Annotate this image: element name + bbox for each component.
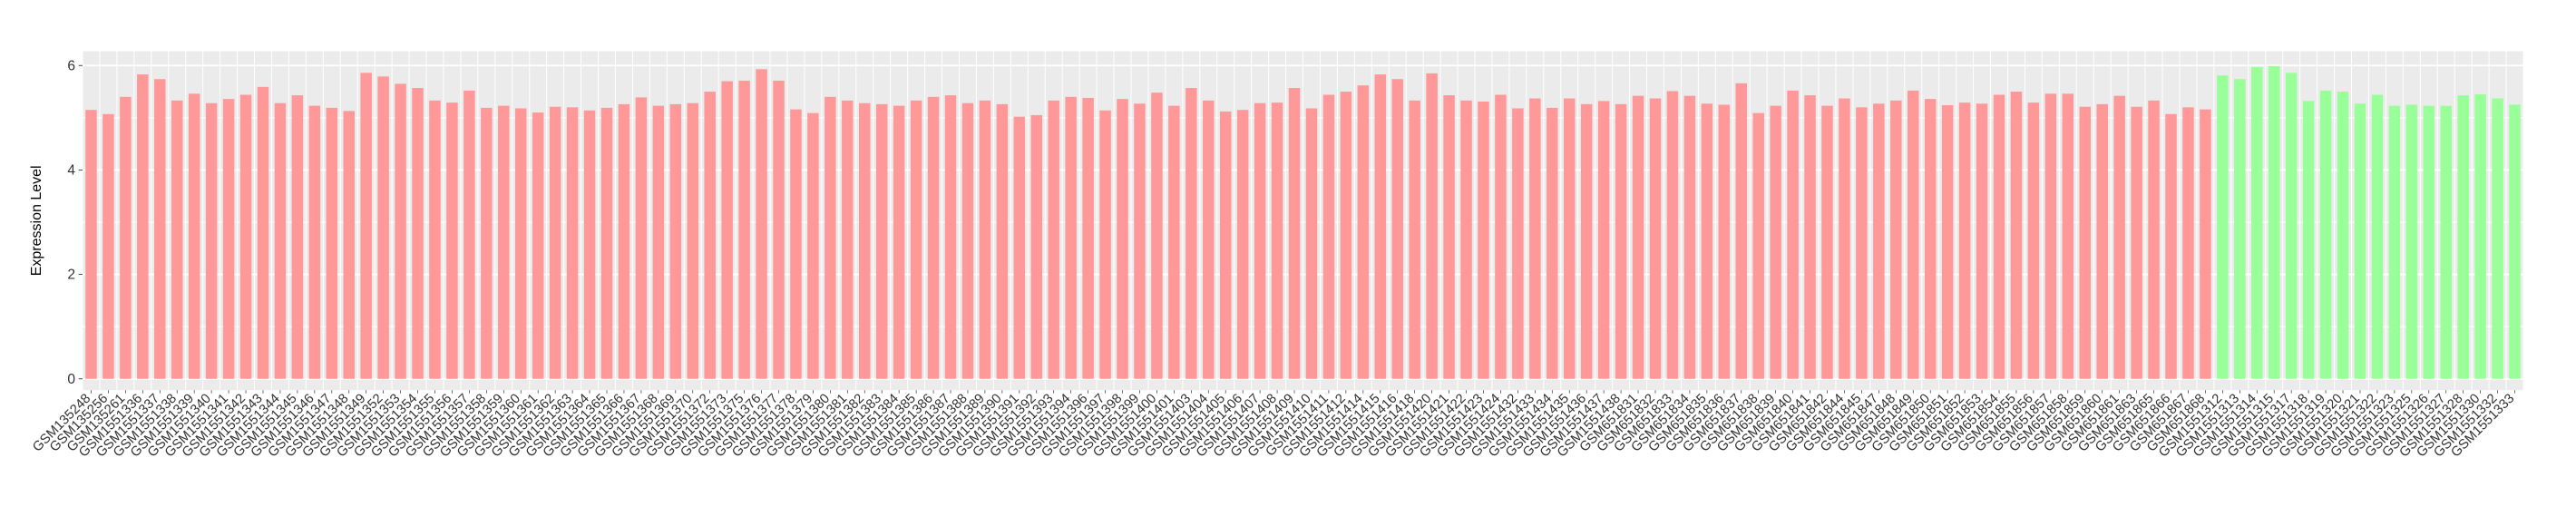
svg-text:6: 6 [67,58,75,73]
svg-text:0: 0 [67,372,75,387]
svg-text:Expression Level: Expression Level [29,165,44,276]
svg-text:4: 4 [67,162,75,178]
svg-text:2: 2 [67,268,75,283]
